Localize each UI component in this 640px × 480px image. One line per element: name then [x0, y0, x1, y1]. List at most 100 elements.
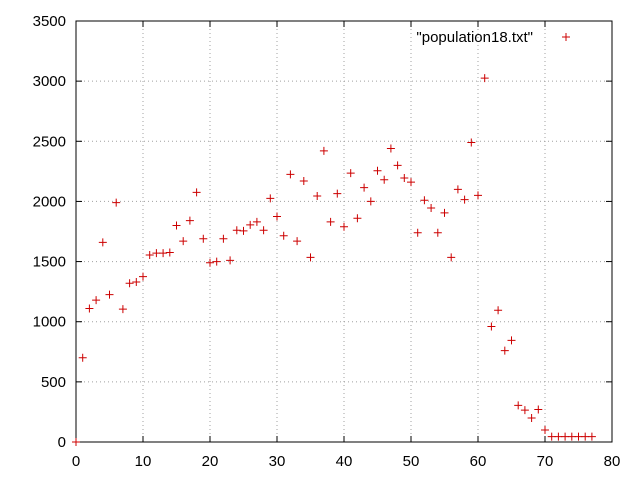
x-tick-label: 10	[135, 453, 152, 470]
data-point	[520, 406, 529, 415]
data-point	[192, 188, 201, 197]
legend: "population18.txt"	[416, 29, 570, 46]
data-point	[467, 138, 476, 147]
data-point	[132, 278, 141, 287]
data-point	[587, 432, 596, 441]
data-point	[500, 346, 509, 355]
data-point	[179, 237, 188, 246]
data-point	[380, 175, 389, 184]
data-point	[313, 192, 322, 201]
data-point	[353, 214, 362, 223]
x-tick-label: 70	[537, 453, 554, 470]
data-point	[386, 144, 395, 153]
data-point	[453, 185, 462, 194]
data-point	[78, 353, 87, 362]
x-tick-label: 0	[72, 453, 80, 470]
data-point	[460, 195, 469, 204]
data-point	[427, 204, 436, 213]
data-point	[185, 216, 194, 225]
data-point	[319, 146, 328, 155]
grid	[76, 21, 612, 442]
data-point	[346, 169, 355, 178]
data-point	[219, 234, 228, 243]
data-point	[440, 208, 449, 217]
x-tick-label: 30	[269, 453, 286, 470]
data-point	[574, 432, 583, 441]
legend-marker	[562, 33, 570, 41]
y-tick-label: 3500	[33, 13, 66, 30]
data-point	[246, 220, 255, 229]
data-point	[199, 234, 208, 243]
data-point	[360, 183, 369, 192]
x-tick-label: 50	[403, 453, 420, 470]
data-point	[273, 212, 281, 221]
y-tick-label: 0	[58, 434, 66, 451]
y-axis-ticks: 0 500 1000 1500 2000 2500 3000 3500	[33, 13, 612, 451]
data-point	[433, 228, 442, 237]
data-point	[266, 194, 275, 203]
data-point	[286, 170, 295, 179]
data-point	[494, 306, 503, 315]
data-point	[72, 438, 80, 446]
data-point	[400, 173, 409, 182]
data-point	[172, 221, 181, 230]
data-point	[514, 401, 523, 410]
x-tick-label: 20	[202, 453, 219, 470]
legend-label: "population18.txt"	[416, 29, 533, 46]
x-tick-label: 40	[336, 453, 353, 470]
data-point	[480, 74, 489, 83]
data-point	[413, 228, 422, 237]
data-point	[212, 257, 221, 266]
data-point	[561, 432, 570, 441]
data-point	[373, 166, 382, 175]
x-axis-ticks: 0 10 20 30 40 50 60 70 80	[72, 21, 621, 470]
data-point	[293, 237, 302, 246]
data-point	[118, 305, 127, 314]
data-point	[407, 178, 415, 187]
data-point	[232, 226, 241, 235]
data-point	[279, 231, 288, 240]
data-point	[447, 253, 456, 262]
y-tick-label: 2500	[33, 133, 66, 150]
data-point	[98, 238, 107, 247]
data-point	[366, 197, 375, 206]
data-point	[420, 196, 429, 205]
data-point	[534, 405, 543, 414]
data-point	[239, 226, 248, 235]
data-point	[159, 249, 168, 258]
data-point	[554, 432, 563, 441]
y-tick-label: 1500	[33, 254, 66, 271]
data-point	[259, 226, 268, 235]
data-point	[105, 290, 114, 299]
data-point	[206, 258, 214, 267]
data-point	[299, 176, 308, 185]
y-tick-label: 3000	[33, 73, 66, 90]
data-point	[85, 304, 94, 313]
y-tick-label: 1000	[33, 314, 66, 331]
data-point	[527, 413, 536, 422]
data-point	[145, 250, 154, 259]
data-point	[125, 279, 134, 288]
data-point	[112, 198, 121, 207]
data-point	[252, 217, 261, 226]
data-point	[165, 248, 174, 257]
axes	[75, 20, 613, 443]
data-point	[581, 432, 590, 441]
data-point	[92, 296, 101, 305]
data-point	[541, 425, 549, 434]
data-point	[139, 272, 147, 281]
data-points	[72, 74, 596, 446]
data-point	[474, 191, 482, 200]
data-point	[393, 161, 402, 170]
data-point	[567, 432, 576, 441]
data-point	[547, 432, 556, 441]
data-point	[340, 222, 348, 231]
x-tick-label: 80	[604, 453, 621, 470]
data-point	[326, 217, 335, 226]
data-point	[226, 256, 235, 265]
data-point	[487, 322, 496, 331]
data-point	[306, 253, 315, 262]
data-point	[152, 249, 161, 258]
